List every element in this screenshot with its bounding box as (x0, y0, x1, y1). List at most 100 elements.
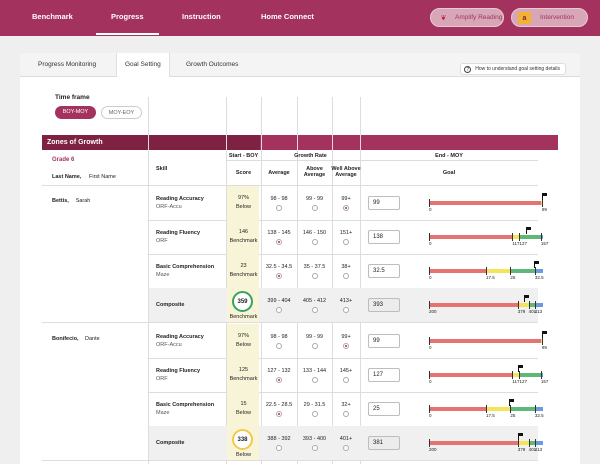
goal-bar-segment (429, 339, 541, 343)
growth-rate-radio[interactable] (311, 343, 318, 349)
timeframe-boy-moy[interactable]: BOY-MOY (55, 106, 96, 119)
score-cell (227, 254, 259, 288)
goal-bar-segment (519, 235, 541, 239)
average-range: 98 - 98 (270, 334, 288, 340)
average-range: 138 - 145 (267, 230, 291, 236)
goal-bar-segment (540, 235, 543, 239)
skill-name: Reading Fluency (156, 230, 201, 236)
student-first-name: Sarah (75, 198, 91, 204)
growth-rate-radio[interactable] (276, 273, 282, 279)
goal-input[interactable]: 127 (368, 368, 400, 382)
goal-input[interactable]: 99 (368, 196, 400, 210)
goal-input[interactable]: 138 (368, 230, 400, 244)
goal-bar-tick-label: 25 (510, 413, 516, 418)
growth-rate-radio[interactable] (343, 273, 349, 279)
skill-source: ORF-Accu (156, 342, 182, 348)
goal-input[interactable]: 99 (368, 334, 400, 348)
main-panel: Progress Monitoring Goal Setting Growth … (20, 53, 580, 464)
growth-rate-radio[interactable] (343, 377, 349, 383)
row-divider (149, 254, 538, 255)
goal-bar-tick (429, 337, 430, 345)
growth-rate-radio[interactable] (343, 307, 349, 313)
goal-bar-segment (510, 269, 535, 273)
growth-rate-radio[interactable] (276, 343, 282, 349)
well-above-average-range: 99+ (341, 196, 351, 202)
goal-bar-tick-label: 0 (429, 241, 432, 246)
amplify-bird-icon: ❦ (440, 15, 447, 22)
skill-name: Reading Accuracy (156, 196, 204, 202)
header-bottom-divider (42, 185, 538, 186)
column-divider (261, 97, 262, 464)
tab-growth-outcomes[interactable]: Growth Outcomes (186, 61, 239, 68)
skill-source: Maze (156, 272, 170, 278)
nav-benchmark[interactable]: Benchmark (32, 12, 73, 21)
growth-rate-radio[interactable] (343, 205, 349, 211)
growth-rate-radio[interactable] (343, 445, 349, 451)
student-last-name[interactable]: Bettis, (52, 198, 69, 204)
goal-bar-segment (517, 303, 529, 307)
well-above-average-range: 99+ (341, 334, 351, 340)
well-above-average-range: 32+ (341, 402, 351, 408)
amplify-reading-button[interactable]: ❦ Amplify Reading (430, 8, 504, 27)
growth-rate-radio[interactable] (276, 411, 282, 417)
goal-input: 381 (368, 436, 400, 450)
goal-bar-tick (429, 405, 430, 413)
average-range: 22.5 - 28.5 (265, 402, 293, 408)
help-link[interactable]: ? How to understand goal setting details (460, 63, 566, 75)
growth-rate-radio[interactable] (311, 307, 318, 313)
growth-rate-radio[interactable] (343, 411, 349, 417)
growth-rate-radio[interactable] (276, 239, 282, 245)
goal-flag-icon (526, 227, 532, 234)
nav-instruction[interactable]: Instruction (182, 12, 221, 21)
goal-input[interactable]: 32.5 (368, 264, 400, 278)
zones-header: Zones of Growth (42, 135, 558, 150)
intervention-button[interactable]: a Intervention (511, 8, 588, 27)
growth-rate-radio[interactable] (311, 239, 318, 245)
goal-bar-tick-label: 99 (541, 207, 547, 212)
grade-label: Grade 6 (52, 157, 75, 163)
growth-rate-radio[interactable] (311, 377, 318, 383)
timeframe-moy-eoy[interactable]: MOY-EOY (101, 106, 142, 119)
column-divider (332, 97, 333, 464)
goal-input[interactable]: 25 (368, 402, 400, 416)
nav-progress[interactable]: Progress (96, 12, 158, 35)
growth-rate-radio[interactable] (343, 239, 349, 245)
goal-bar-tick-label: 379 (517, 309, 526, 314)
growth-rate-radio[interactable] (311, 411, 318, 417)
goal-bar-tick-label: 157 (540, 379, 549, 384)
help-link-label: How to understand goal setting details (475, 66, 560, 72)
skill-name: Composite (156, 440, 185, 446)
growth-rate-radio[interactable] (311, 273, 318, 279)
column-divider (360, 97, 361, 464)
goal-bar-segment (429, 269, 486, 273)
growth-rate-radio[interactable] (343, 343, 349, 349)
student-last-name[interactable]: Bonifecio, (52, 336, 79, 342)
well-above-average-header: Well Above Average (331, 166, 361, 178)
growth-rate-radio[interactable] (311, 445, 318, 451)
growth-rate-radio[interactable] (276, 205, 282, 211)
goal-bar-tick-label: 25 (510, 275, 516, 280)
score-level: Benchmark (229, 238, 258, 244)
tab-progress-monitoring[interactable]: Progress Monitoring (38, 61, 97, 68)
nav-home-connect[interactable]: Home Connect (261, 12, 314, 21)
goal-bar-segment (528, 441, 535, 445)
goal-bar-tick-label: 127 (519, 241, 527, 246)
tab-goal-setting[interactable]: Goal Setting (116, 53, 170, 77)
growth-rate-radio[interactable] (276, 377, 282, 383)
growth-rate-radio[interactable] (311, 205, 318, 211)
goal-flag-icon (523, 295, 530, 302)
growth-rate-radio[interactable] (276, 307, 282, 313)
goal-bar-tick (540, 371, 542, 379)
zones-title: Zones of Growth (42, 135, 260, 150)
above-average-range: 29 - 31.5 (303, 402, 326, 408)
growth-rate-radio[interactable] (276, 445, 282, 451)
growth-rate-header: Growth Rate (294, 153, 327, 159)
score-cell (227, 186, 259, 220)
skill-source: Maze (156, 410, 170, 416)
score-value: 125 (238, 367, 249, 373)
well-above-average-range: 413+ (339, 298, 353, 304)
goal-bar-tick (517, 439, 519, 447)
score-level: Benchmark (229, 314, 258, 320)
intervention-label: Intervention (540, 14, 574, 21)
goal-flag-icon (542, 331, 548, 338)
